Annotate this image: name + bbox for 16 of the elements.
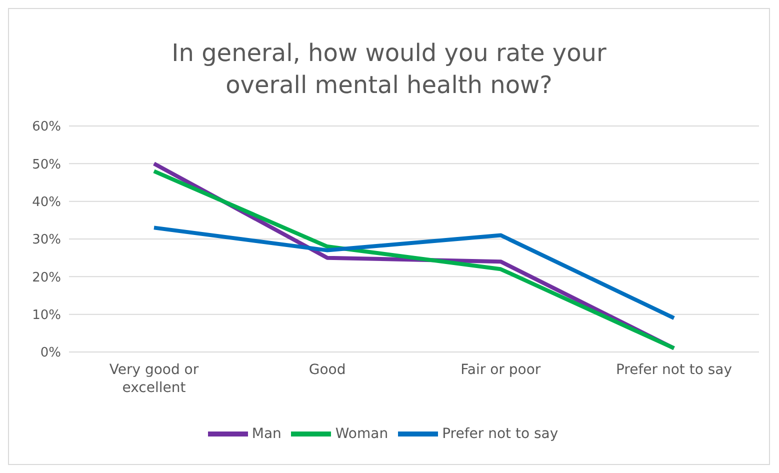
y-tick-label: 60%: [32, 120, 61, 135]
x-tick-label: Very good or excellent: [109, 362, 199, 396]
chart-title: In general, how would you rate your overall mental health now?: [170, 38, 608, 101]
y-tick-label: 40%: [32, 194, 61, 210]
line-series: [152, 226, 676, 320]
y-tick-label: 50%: [32, 157, 61, 172]
x-tick-label: Prefer not to say: [616, 362, 732, 378]
legend-label: Woman: [335, 426, 388, 442]
y-tick-label: 30%: [32, 232, 61, 248]
legend-label: Man: [252, 426, 282, 442]
x-tick-label: Fair or poor: [460, 362, 541, 378]
y-tick-label: 20%: [32, 270, 61, 286]
legend-label: Prefer not to say: [442, 426, 558, 442]
y-tick-label: 10%: [32, 308, 61, 323]
x-tick-label: Good: [308, 362, 346, 378]
y-tick-label: 0%: [40, 346, 61, 361]
